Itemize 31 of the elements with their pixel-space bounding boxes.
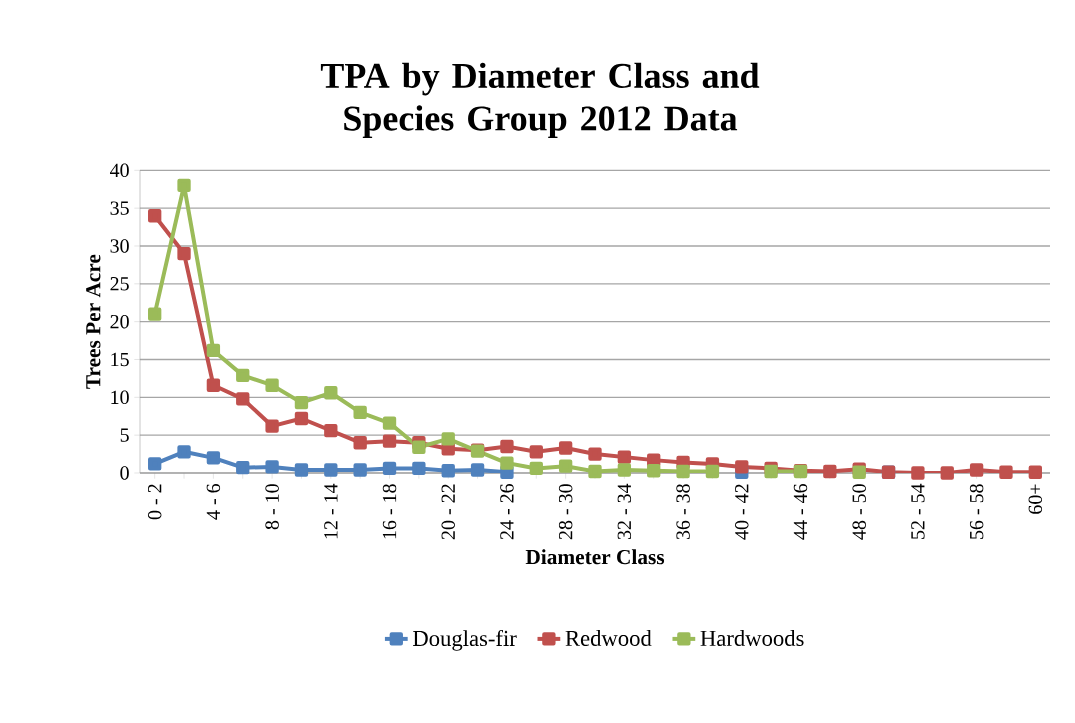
x-tick-label: 0 - 2 — [147, 484, 162, 520]
x-tick-label: 8 - 10 — [265, 484, 279, 530]
y-tick-label: 40 — [110, 163, 129, 178]
x-tick-label: 56 - 58 — [969, 484, 984, 539]
x-tick-label: 16 - 18 — [382, 484, 397, 539]
y-tick-label: 15 — [111, 352, 129, 367]
chart-title: TPA by Diameter Class and Species Group 2012 Data — [320, 62, 760, 138]
y-axis-title: Trees Per Acre — [86, 254, 101, 389]
x-tick-label: 60+ — [1028, 484, 1043, 514]
y-tick-label: 20 — [110, 314, 129, 329]
x-axis-title: Diameter Class — [525, 549, 665, 565]
x-tick-label: 44 - 46 — [793, 483, 808, 540]
y-tick-label: 35 — [110, 201, 129, 215]
legend-label: Hardwoods — [700, 630, 804, 646]
y-tick-label: 30 — [110, 239, 129, 253]
x-tick-label: 12 - 14 — [324, 483, 338, 539]
x-tick-label: 24 - 26 — [500, 483, 514, 540]
x-tick-label: 48 - 50 — [852, 484, 866, 540]
y-tick-label: 0 — [120, 466, 129, 480]
x-tick-label: 52 - 54 — [911, 483, 925, 539]
x-tick-label: 32 - 34 — [617, 483, 632, 540]
x-tick-label: 40 - 42 — [735, 484, 749, 540]
y-tick-label: 25 — [110, 277, 129, 291]
x-tick-label: 28 - 30 — [558, 484, 573, 540]
y-tick-label: 5 — [120, 428, 129, 442]
x-tick-label: 20 - 22 — [441, 484, 455, 540]
legend-label: Douglas-fir — [413, 629, 517, 651]
x-tick-label: 4 - 6 — [206, 483, 221, 520]
y-tick-label: 10 — [111, 390, 129, 405]
x-tick-label: 36 - 38 — [676, 484, 690, 540]
legend-label: Redwood — [565, 630, 652, 646]
